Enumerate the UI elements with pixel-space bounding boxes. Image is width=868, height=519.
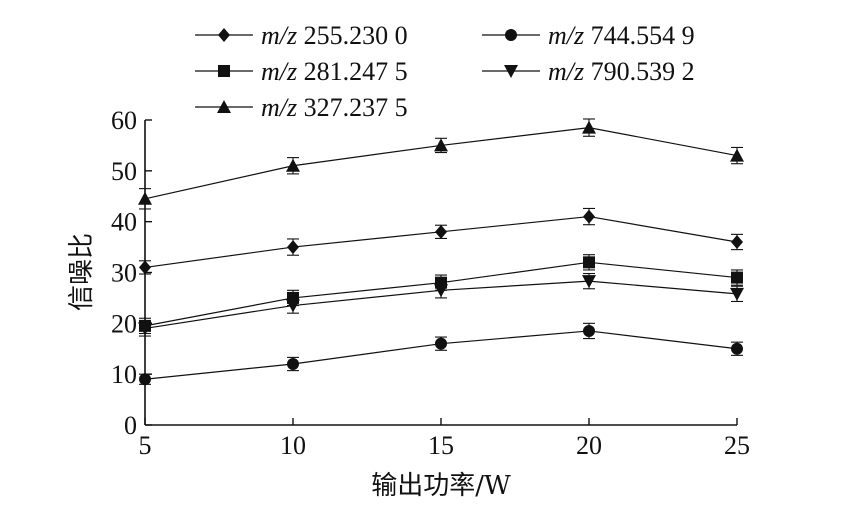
data-point xyxy=(731,342,743,355)
data-point xyxy=(287,358,299,370)
legend-label-italic: m/z xyxy=(261,57,297,86)
legend-item-2: m/z 281.247 5 xyxy=(195,57,408,86)
data-point xyxy=(434,284,448,298)
legend-label: m/z 744.554 9 xyxy=(548,21,695,50)
series-layer xyxy=(138,118,744,386)
y-tick-label: 0 xyxy=(124,411,137,440)
data-point xyxy=(730,148,744,162)
legend-item-3: m/z 327.237 5 xyxy=(195,93,408,122)
legend-label-value: 327.237 5 xyxy=(297,93,408,122)
data-point xyxy=(583,209,595,224)
y-tick-label: 20 xyxy=(111,309,137,338)
legend-label-value: 790.539 2 xyxy=(584,57,695,86)
data-point xyxy=(731,235,743,249)
legend-marker xyxy=(504,65,518,78)
data-point xyxy=(286,158,300,172)
data-point xyxy=(582,120,596,134)
x-tick-label: 10 xyxy=(280,431,306,460)
legend-item-1: m/z 255.230 0 xyxy=(195,21,408,50)
data-point xyxy=(583,256,595,269)
y-tick-label: 60 xyxy=(111,106,137,135)
legend-marker xyxy=(218,28,230,42)
data-point xyxy=(287,240,299,255)
legend-label-italic: m/z xyxy=(261,21,297,50)
series-line xyxy=(144,215,738,269)
legend-label-italic: m/z xyxy=(261,93,297,122)
y-tick-label: 50 xyxy=(111,157,137,186)
legend-label-value: 281.247 5 xyxy=(297,57,408,86)
series-5 xyxy=(138,272,744,337)
series-4 xyxy=(139,322,743,386)
x-tick-label: 5 xyxy=(139,431,152,460)
data-point xyxy=(583,324,595,337)
legend-label-italic: m/z xyxy=(548,21,584,50)
x-tick-label: 20 xyxy=(576,431,602,460)
legend-marker xyxy=(217,100,231,113)
x-axis-title: 输出功率/W xyxy=(371,471,511,501)
legend-item-4: m/z 744.554 9 xyxy=(482,21,695,50)
data-point xyxy=(435,224,447,239)
series-1 xyxy=(139,207,743,275)
y-tick-label: 10 xyxy=(111,360,137,389)
legend-label-value: 744.554 9 xyxy=(584,21,695,50)
data-point xyxy=(139,260,151,275)
data-point xyxy=(138,191,152,205)
data-point xyxy=(730,287,744,301)
legend-label: m/z 790.539 2 xyxy=(548,57,695,86)
x-tick-label: 15 xyxy=(428,431,454,460)
data-point xyxy=(582,275,596,289)
data-point xyxy=(731,271,743,284)
legend-item-5: m/z 790.539 2 xyxy=(482,57,695,86)
data-point xyxy=(138,322,152,336)
x-tick-label: 25 xyxy=(724,431,750,460)
legend: m/z 255.230 0m/z 281.247 5m/z 327.237 5m… xyxy=(195,21,695,122)
ticks: 0 10 20 30 40 50 60 5 10 15 20 25 xyxy=(111,106,750,460)
y-tick-label: 40 xyxy=(111,208,137,237)
legend-label-italic: m/z xyxy=(548,57,584,86)
y-axis-title: 信噪比 xyxy=(67,233,97,311)
data-point xyxy=(139,373,151,386)
legend-label: m/z 255.230 0 xyxy=(261,21,408,50)
series-3 xyxy=(138,118,744,210)
data-point xyxy=(434,138,448,152)
legend-marker xyxy=(505,29,517,41)
axes xyxy=(144,120,737,426)
legend-label-value: 255.230 0 xyxy=(297,21,408,50)
legend-marker xyxy=(218,65,230,77)
y-tick-label: 30 xyxy=(111,259,137,288)
legend-label: m/z 281.247 5 xyxy=(261,57,408,86)
legend-label: m/z 327.237 5 xyxy=(261,93,408,122)
data-point xyxy=(435,337,447,350)
data-point xyxy=(286,299,300,313)
